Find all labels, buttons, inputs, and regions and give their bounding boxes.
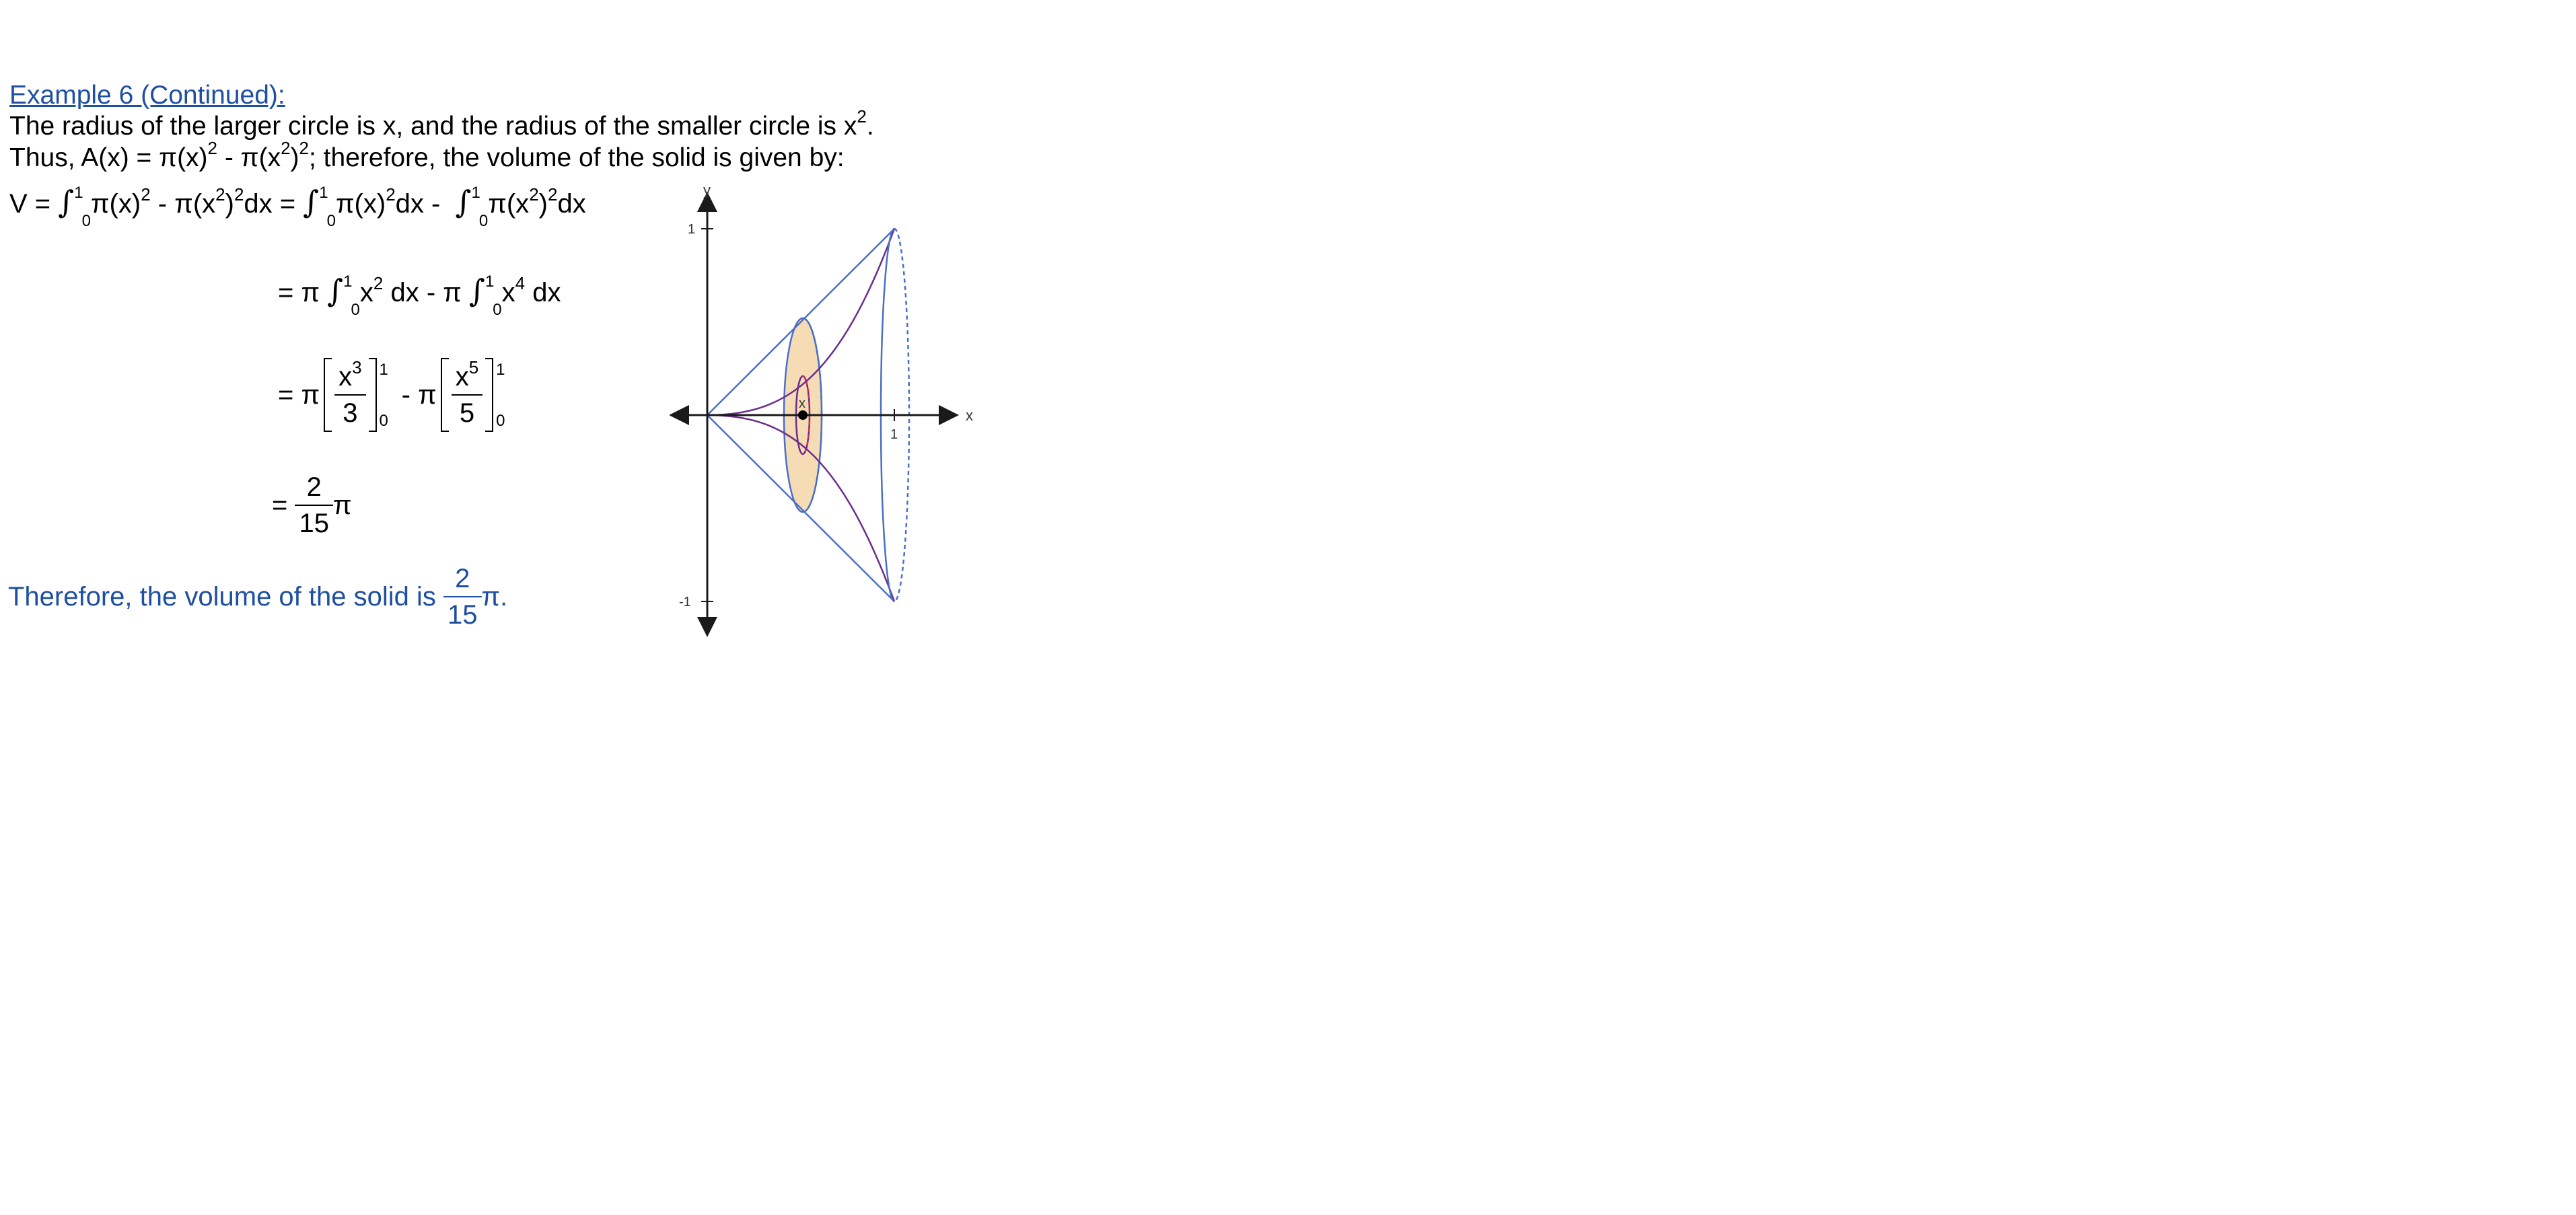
- volume-equation-1: V = ∫10π(x)2 - π(x2)2dx = ∫10π(x)2dx - ∫…: [9, 184, 586, 230]
- left-bracket: [324, 358, 332, 432]
- fraction-denominator: 15: [448, 600, 478, 630]
- eq1-lhs: V =: [9, 189, 59, 219]
- integral-sign: ∫: [468, 272, 485, 309]
- lower-limit: 0: [326, 212, 336, 230]
- integral-sign: ∫: [303, 184, 320, 220]
- area-part-b: - π(x: [217, 143, 281, 172]
- x-tick-label: 1: [890, 427, 898, 442]
- slice-point: [798, 410, 808, 420]
- parabola-lower: [707, 414, 896, 602]
- area-statement: Thus, A(x) = π(x)2 - π(x2)2; therefore, …: [9, 139, 845, 173]
- eq2-part: x: [501, 278, 515, 307]
- slice-dashed-edge: [802, 317, 823, 513]
- eval-upper: 1: [379, 361, 388, 379]
- eq1-term: dx =: [244, 189, 303, 219]
- eq2-part: x: [359, 278, 373, 307]
- fraction-x3-over-3: x3 3: [334, 359, 366, 429]
- area-part-a: Thus, A(x) = π(x): [9, 143, 208, 172]
- numerator-exponent: 3: [352, 357, 362, 377]
- upper-limit: 1: [471, 184, 480, 202]
- volume-equation-4: = 2 15 π: [272, 471, 352, 540]
- eq1-term: ): [538, 189, 548, 219]
- y-tick-top-label: 1: [688, 222, 695, 237]
- area-part-d: ; therefore, the volume of the solid is …: [309, 143, 845, 172]
- eq2-part: dx - π: [383, 278, 469, 307]
- eq1-exp: 2: [141, 184, 151, 205]
- example-heading: Example 6 (Continued):: [9, 81, 285, 110]
- lower-limit: 0: [81, 212, 91, 230]
- eq1-term: ): [225, 189, 234, 219]
- lower-limit: 0: [478, 212, 489, 230]
- eq3-part: - π: [394, 380, 437, 410]
- cone-lower-edge: [707, 414, 895, 602]
- solid-of-revolution-figure: x y 1 1 -1 x: [670, 182, 973, 637]
- eq2-exp: 2: [373, 273, 384, 293]
- eq1-term: π(x): [335, 189, 386, 219]
- integral-sign: ∫: [455, 184, 472, 220]
- eq2-part: dx: [525, 278, 561, 307]
- fraction-2-over-15: 2 15: [295, 471, 333, 540]
- cone-upper-edge: [707, 228, 895, 416]
- eq1-term: - π(x: [150, 189, 216, 219]
- fraction-numerator: 2: [295, 471, 333, 506]
- area-exp-2: 2: [281, 138, 291, 158]
- lower-limit: 0: [493, 301, 502, 319]
- radius-exponent: 2: [857, 106, 867, 126]
- area-exp-1: 2: [207, 138, 218, 158]
- integral-sign: ∫: [327, 272, 344, 309]
- fraction-denominator: 15: [299, 509, 329, 538]
- eq2-part: = π: [278, 278, 328, 307]
- right-bracket: [485, 358, 494, 432]
- volume-equation-3: = π x3 3 1 0 - π x5 5 1 0: [278, 358, 511, 432]
- x-axis-label: x: [966, 407, 973, 424]
- eq1-exp: 2: [215, 184, 225, 205]
- eq1-exp: 2: [386, 184, 396, 205]
- eq4-equals: =: [272, 490, 295, 520]
- radius-statement-text: The radius of the larger circle is x, an…: [9, 112, 857, 141]
- fraction-numerator: x: [455, 362, 469, 392]
- conclusion-fraction: 2 15: [443, 562, 482, 631]
- y-tick-bottom-label: -1: [679, 595, 691, 610]
- eq1-exp: 2: [234, 184, 244, 205]
- eq2-exp: 4: [515, 273, 526, 293]
- numerator-exponent: 5: [468, 357, 479, 377]
- eval-lower: 0: [379, 412, 388, 430]
- eq1-exp: 2: [529, 184, 539, 205]
- slice-x-label: x: [799, 396, 806, 411]
- area-part-c: ): [290, 143, 299, 172]
- eq4-pi: π: [332, 490, 352, 520]
- y-axis-label: y: [703, 182, 711, 198]
- eval-lower: 0: [496, 412, 505, 430]
- eq3-part: = π: [278, 380, 320, 410]
- eval-upper: 1: [496, 361, 505, 379]
- radius-statement: The radius of the larger circle is x, an…: [9, 108, 874, 141]
- fraction-numerator: 2: [443, 562, 482, 597]
- fraction-numerator: x: [338, 362, 353, 392]
- eq1-term: dx -: [395, 189, 448, 219]
- area-exp-3: 2: [299, 138, 310, 158]
- lower-limit: 0: [351, 301, 360, 319]
- upper-limit: 1: [343, 272, 353, 291]
- fraction-denominator: 3: [343, 398, 358, 428]
- eq1-term: π(x: [488, 189, 530, 219]
- upper-limit: 1: [74, 184, 83, 202]
- volume-equation-2: = π ∫10x2 dx - π ∫10x4 dx: [278, 272, 561, 319]
- upper-limit: 1: [319, 184, 328, 202]
- eq1-term: dx: [557, 189, 586, 219]
- eq1-exp: 2: [547, 184, 558, 205]
- conclusion-text: Therefore, the volume of the solid is: [8, 582, 443, 612]
- fraction-x5-over-5: x5 5: [451, 359, 483, 429]
- fraction-denominator: 5: [459, 398, 475, 428]
- parabola-upper: [707, 228, 896, 416]
- left-bracket: [440, 358, 449, 432]
- integral-sign: ∫: [58, 184, 75, 220]
- upper-limit: 1: [485, 272, 495, 291]
- right-bracket: [368, 358, 377, 432]
- eq1-term: π(x): [90, 189, 141, 219]
- conclusion-tail: π.: [481, 582, 508, 612]
- radius-statement-end: .: [866, 112, 874, 141]
